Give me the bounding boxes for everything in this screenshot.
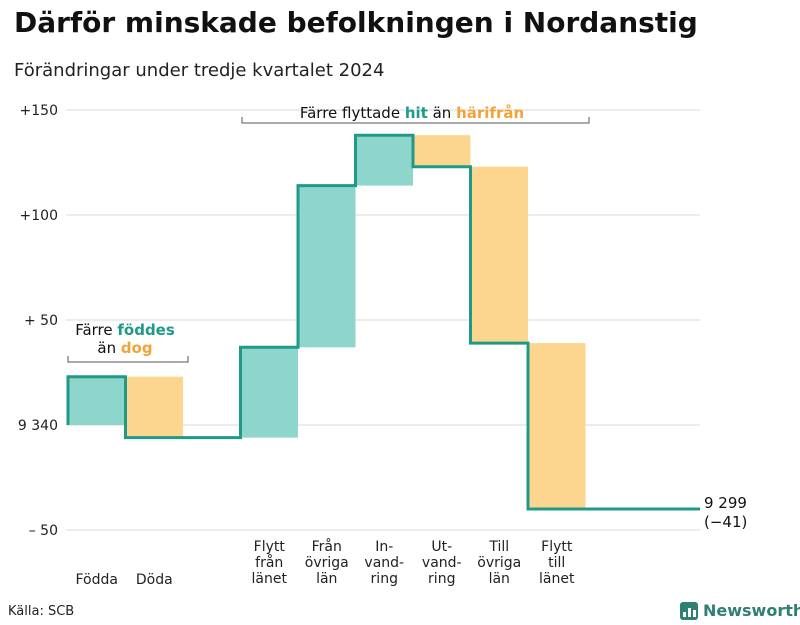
newsworthy-logo-icon [680,601,698,620]
running-total-line [66,133,700,511]
bar [125,376,183,438]
bar [68,376,126,425]
x-category-label: Till övriga län [477,539,521,587]
y-tick-label: +150 [20,103,58,119]
bar [528,343,586,509]
y-tick-label: – 50 [29,523,58,539]
source-note: Källa: SCB [8,604,75,619]
brand-logo: Newsworthy [680,601,800,620]
bar [298,185,356,348]
y-tick-label: + 50 [24,313,58,329]
x-category-label: Flytt till länet [539,539,575,587]
y-tick-label: 9 340 [18,418,58,434]
x-category-label: In-vand-ring [364,539,404,587]
bracket-moves [241,117,590,124]
chart-title: Därför minskade befolkningen i Nordansti… [14,6,698,39]
annotation-births-line2: än dog [97,339,152,357]
x-category-label: Från övriga län [305,538,349,587]
x-category-label: Ut-vand-ring [422,539,462,587]
annotation-moves: Färre flyttade hit än härifrån [300,104,524,122]
x-category-label: Födda [76,572,118,588]
y-tick-label: +100 [20,208,58,224]
annotation-births-line1: Färre föddes [75,321,175,339]
bar [355,135,413,186]
x-category-label: Flytt från länet [252,539,288,587]
end-value-label: 9 299 [704,494,747,512]
bar [240,347,298,438]
bar [413,135,471,167]
x-category-label: Döda [136,572,173,588]
end-change-label: (−41) [704,513,747,531]
brand-name: Newsworthy [703,601,800,620]
chart-subtitle: Förändringar under tredje kvartalet 2024 [14,60,385,81]
bar [470,166,528,344]
bracket-births [67,356,189,363]
